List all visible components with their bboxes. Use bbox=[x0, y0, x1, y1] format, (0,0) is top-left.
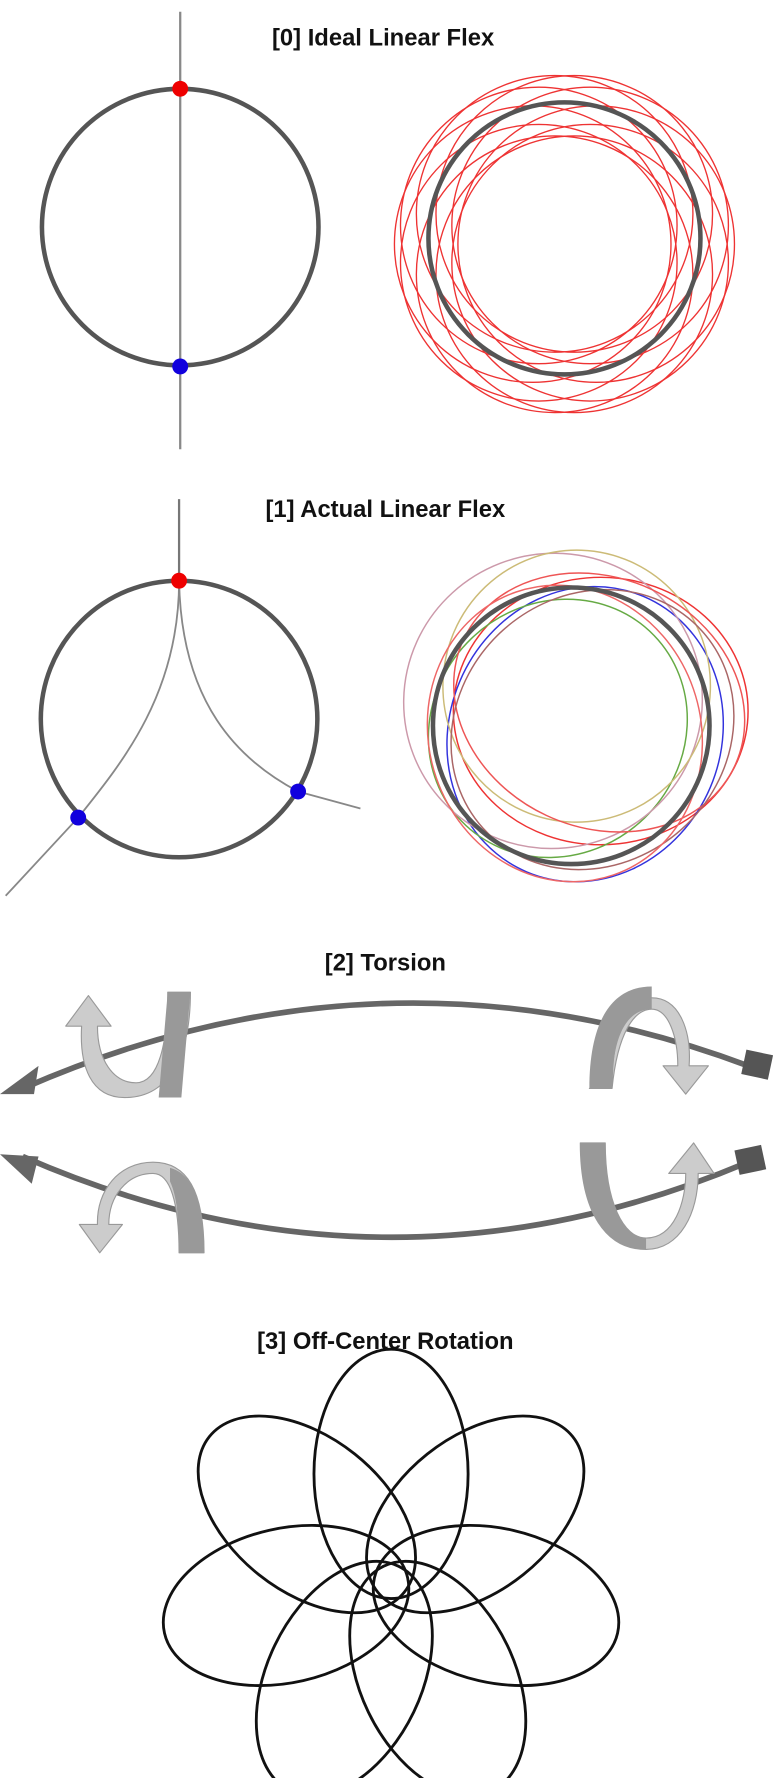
orbit bbox=[435, 135, 714, 414]
orbit bbox=[415, 74, 694, 353]
orbit bbox=[430, 585, 712, 867]
torsion-diagram bbox=[0, 986, 773, 1254]
panel-title: [0] Ideal Linear Flex bbox=[272, 25, 495, 52]
orbit bbox=[399, 86, 678, 365]
orbit bbox=[312, 1347, 470, 1600]
orbit bbox=[371, 1523, 621, 1688]
actual-flex-diagram bbox=[5, 499, 361, 897]
orbit bbox=[446, 585, 725, 883]
orbit bbox=[426, 584, 704, 883]
orbit bbox=[453, 572, 746, 833]
actual-flex-orbits bbox=[402, 549, 749, 883]
panel-title: [2] Torsion bbox=[325, 950, 446, 977]
panel-title: [1] Actual Linear Flex bbox=[265, 496, 506, 523]
orbit bbox=[348, 1559, 528, 1778]
orbit bbox=[426, 100, 703, 377]
ideal-flex-diagram bbox=[39, 11, 321, 450]
orbit bbox=[415, 135, 694, 414]
orbit bbox=[435, 74, 714, 353]
orbit bbox=[402, 552, 704, 850]
orbit bbox=[365, 1414, 586, 1615]
orbit bbox=[399, 123, 678, 402]
panel-title: [3] Off-Center Rotation bbox=[257, 1328, 513, 1355]
orbit bbox=[254, 1559, 434, 1778]
off-center-orbits bbox=[161, 1347, 621, 1778]
orbit bbox=[442, 549, 712, 823]
orbit bbox=[161, 1523, 411, 1688]
orbit bbox=[196, 1414, 417, 1615]
orbit bbox=[451, 123, 730, 402]
orbit bbox=[450, 588, 735, 871]
orbit bbox=[452, 576, 749, 846]
orbit bbox=[451, 86, 730, 365]
ideal-flex-orbits bbox=[393, 74, 736, 414]
orbit bbox=[427, 598, 689, 859]
